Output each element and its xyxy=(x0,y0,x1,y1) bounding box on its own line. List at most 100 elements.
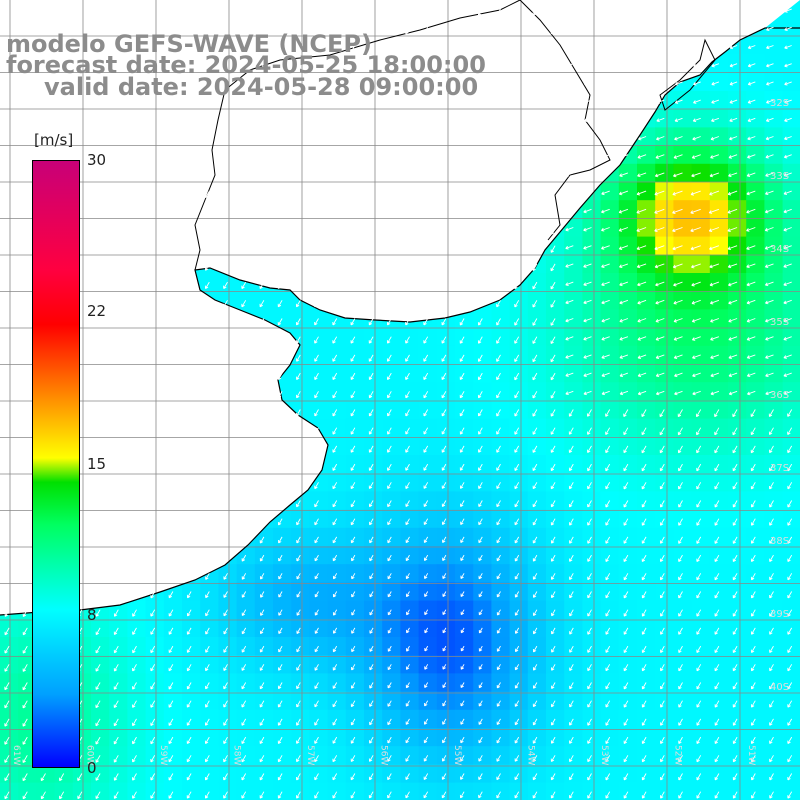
wind-cell xyxy=(746,273,765,292)
wind-arrow xyxy=(584,63,592,68)
wind-arrow xyxy=(223,45,228,53)
wind-arrow xyxy=(259,445,265,453)
wind-arrow xyxy=(584,45,592,50)
wind-arrow xyxy=(459,27,465,35)
colorbar-unit: [m/s] xyxy=(34,131,74,149)
wind-arrow xyxy=(241,318,247,326)
wind-cell xyxy=(746,382,765,401)
wind-arrow xyxy=(691,281,701,287)
wind-cell xyxy=(582,218,602,238)
wind-arrow xyxy=(696,500,702,508)
wind-arrow xyxy=(205,427,210,435)
wind-arrow xyxy=(659,482,665,490)
wind-arrow xyxy=(150,482,156,490)
wind-arrow xyxy=(619,299,629,305)
wind-arrow xyxy=(77,45,83,53)
wind-arrow xyxy=(729,81,738,86)
coastline xyxy=(0,0,800,616)
wind-arrow xyxy=(568,427,574,435)
wind-arrow xyxy=(532,391,538,399)
wind-arrow xyxy=(746,299,756,305)
wind-arrow xyxy=(441,336,447,344)
wind-cell xyxy=(673,291,693,310)
wind-arrow xyxy=(186,8,192,16)
lat-label: 35S xyxy=(770,317,789,328)
wind-arrow xyxy=(619,281,629,287)
wind-arrow xyxy=(783,154,792,159)
wind-arrow xyxy=(638,26,647,31)
wind-arrow xyxy=(4,263,10,271)
wind-arrow xyxy=(332,136,338,144)
wind-arrow xyxy=(405,427,410,435)
wind-cell xyxy=(618,163,638,183)
wind-arrow xyxy=(678,482,683,490)
wind-arrow xyxy=(95,391,101,399)
wind-arrow xyxy=(478,518,483,526)
wind-arrow xyxy=(386,209,392,217)
wind-arrow xyxy=(696,554,702,562)
wind-cell xyxy=(637,382,656,401)
wind-arrow xyxy=(368,118,374,126)
wind-arrow xyxy=(223,391,228,399)
wind-arrow xyxy=(387,409,392,417)
wind-arrow xyxy=(623,427,629,436)
wind-arrow xyxy=(95,427,101,435)
wind-arrow xyxy=(496,172,501,180)
wind-arrow xyxy=(477,118,483,126)
wind-arrow xyxy=(241,427,247,435)
wind-cell xyxy=(109,782,128,800)
wind-arrow xyxy=(477,172,483,180)
wind-arrow xyxy=(113,573,119,581)
wind-cell xyxy=(728,145,747,165)
wind-arrow xyxy=(150,427,156,435)
wind-arrow xyxy=(768,427,774,435)
wind-arrow xyxy=(59,27,65,35)
wind-arrow xyxy=(241,172,247,180)
wind-arrow xyxy=(295,300,301,308)
wind-arrow xyxy=(241,463,247,471)
wind-arrow xyxy=(95,99,101,107)
wind-arrow xyxy=(259,99,265,107)
wind-arrow xyxy=(314,263,319,271)
wind-arrow xyxy=(132,300,137,308)
wind-arrow xyxy=(605,573,611,581)
wind-arrow xyxy=(460,573,465,579)
wind-arrow xyxy=(186,263,192,271)
wind-arrow xyxy=(95,263,101,271)
wind-arrow xyxy=(711,26,720,31)
wind-arrow xyxy=(459,354,465,362)
wind-arrow xyxy=(277,118,283,126)
wind-arrow xyxy=(602,45,610,50)
wind-cell xyxy=(400,782,420,800)
wind-arrow xyxy=(205,536,210,544)
wind-arrow xyxy=(550,463,556,472)
wind-arrow xyxy=(259,209,265,217)
wind-arrow xyxy=(765,390,774,396)
wind-arrow xyxy=(368,63,374,71)
wind-arrow xyxy=(241,354,247,362)
wind-cell xyxy=(218,782,238,800)
wind-arrow xyxy=(477,99,483,107)
wind-arrow xyxy=(332,372,338,380)
wind-arrow xyxy=(532,190,538,199)
wind-arrow xyxy=(386,227,392,235)
wind-arrow xyxy=(369,518,374,526)
wind-arrow xyxy=(477,63,483,71)
wind-arrow xyxy=(113,81,119,89)
wind-arrow xyxy=(368,136,374,144)
wind-arrow xyxy=(368,372,374,380)
wind-cell xyxy=(709,273,729,292)
wind-arrow xyxy=(205,554,210,562)
wind-arrow xyxy=(459,391,465,399)
wind-arrow xyxy=(95,154,101,162)
wind-cell xyxy=(546,782,565,800)
wind-arrow xyxy=(350,336,356,344)
wind-arrow xyxy=(496,99,501,107)
wind-arrow xyxy=(386,336,392,344)
wind-arrow xyxy=(423,463,429,471)
wind-arrow xyxy=(168,463,174,471)
wind-arrow xyxy=(223,81,228,89)
wind-arrow xyxy=(350,27,356,35)
wind-arrow xyxy=(150,409,156,417)
wind-arrow xyxy=(277,63,283,71)
